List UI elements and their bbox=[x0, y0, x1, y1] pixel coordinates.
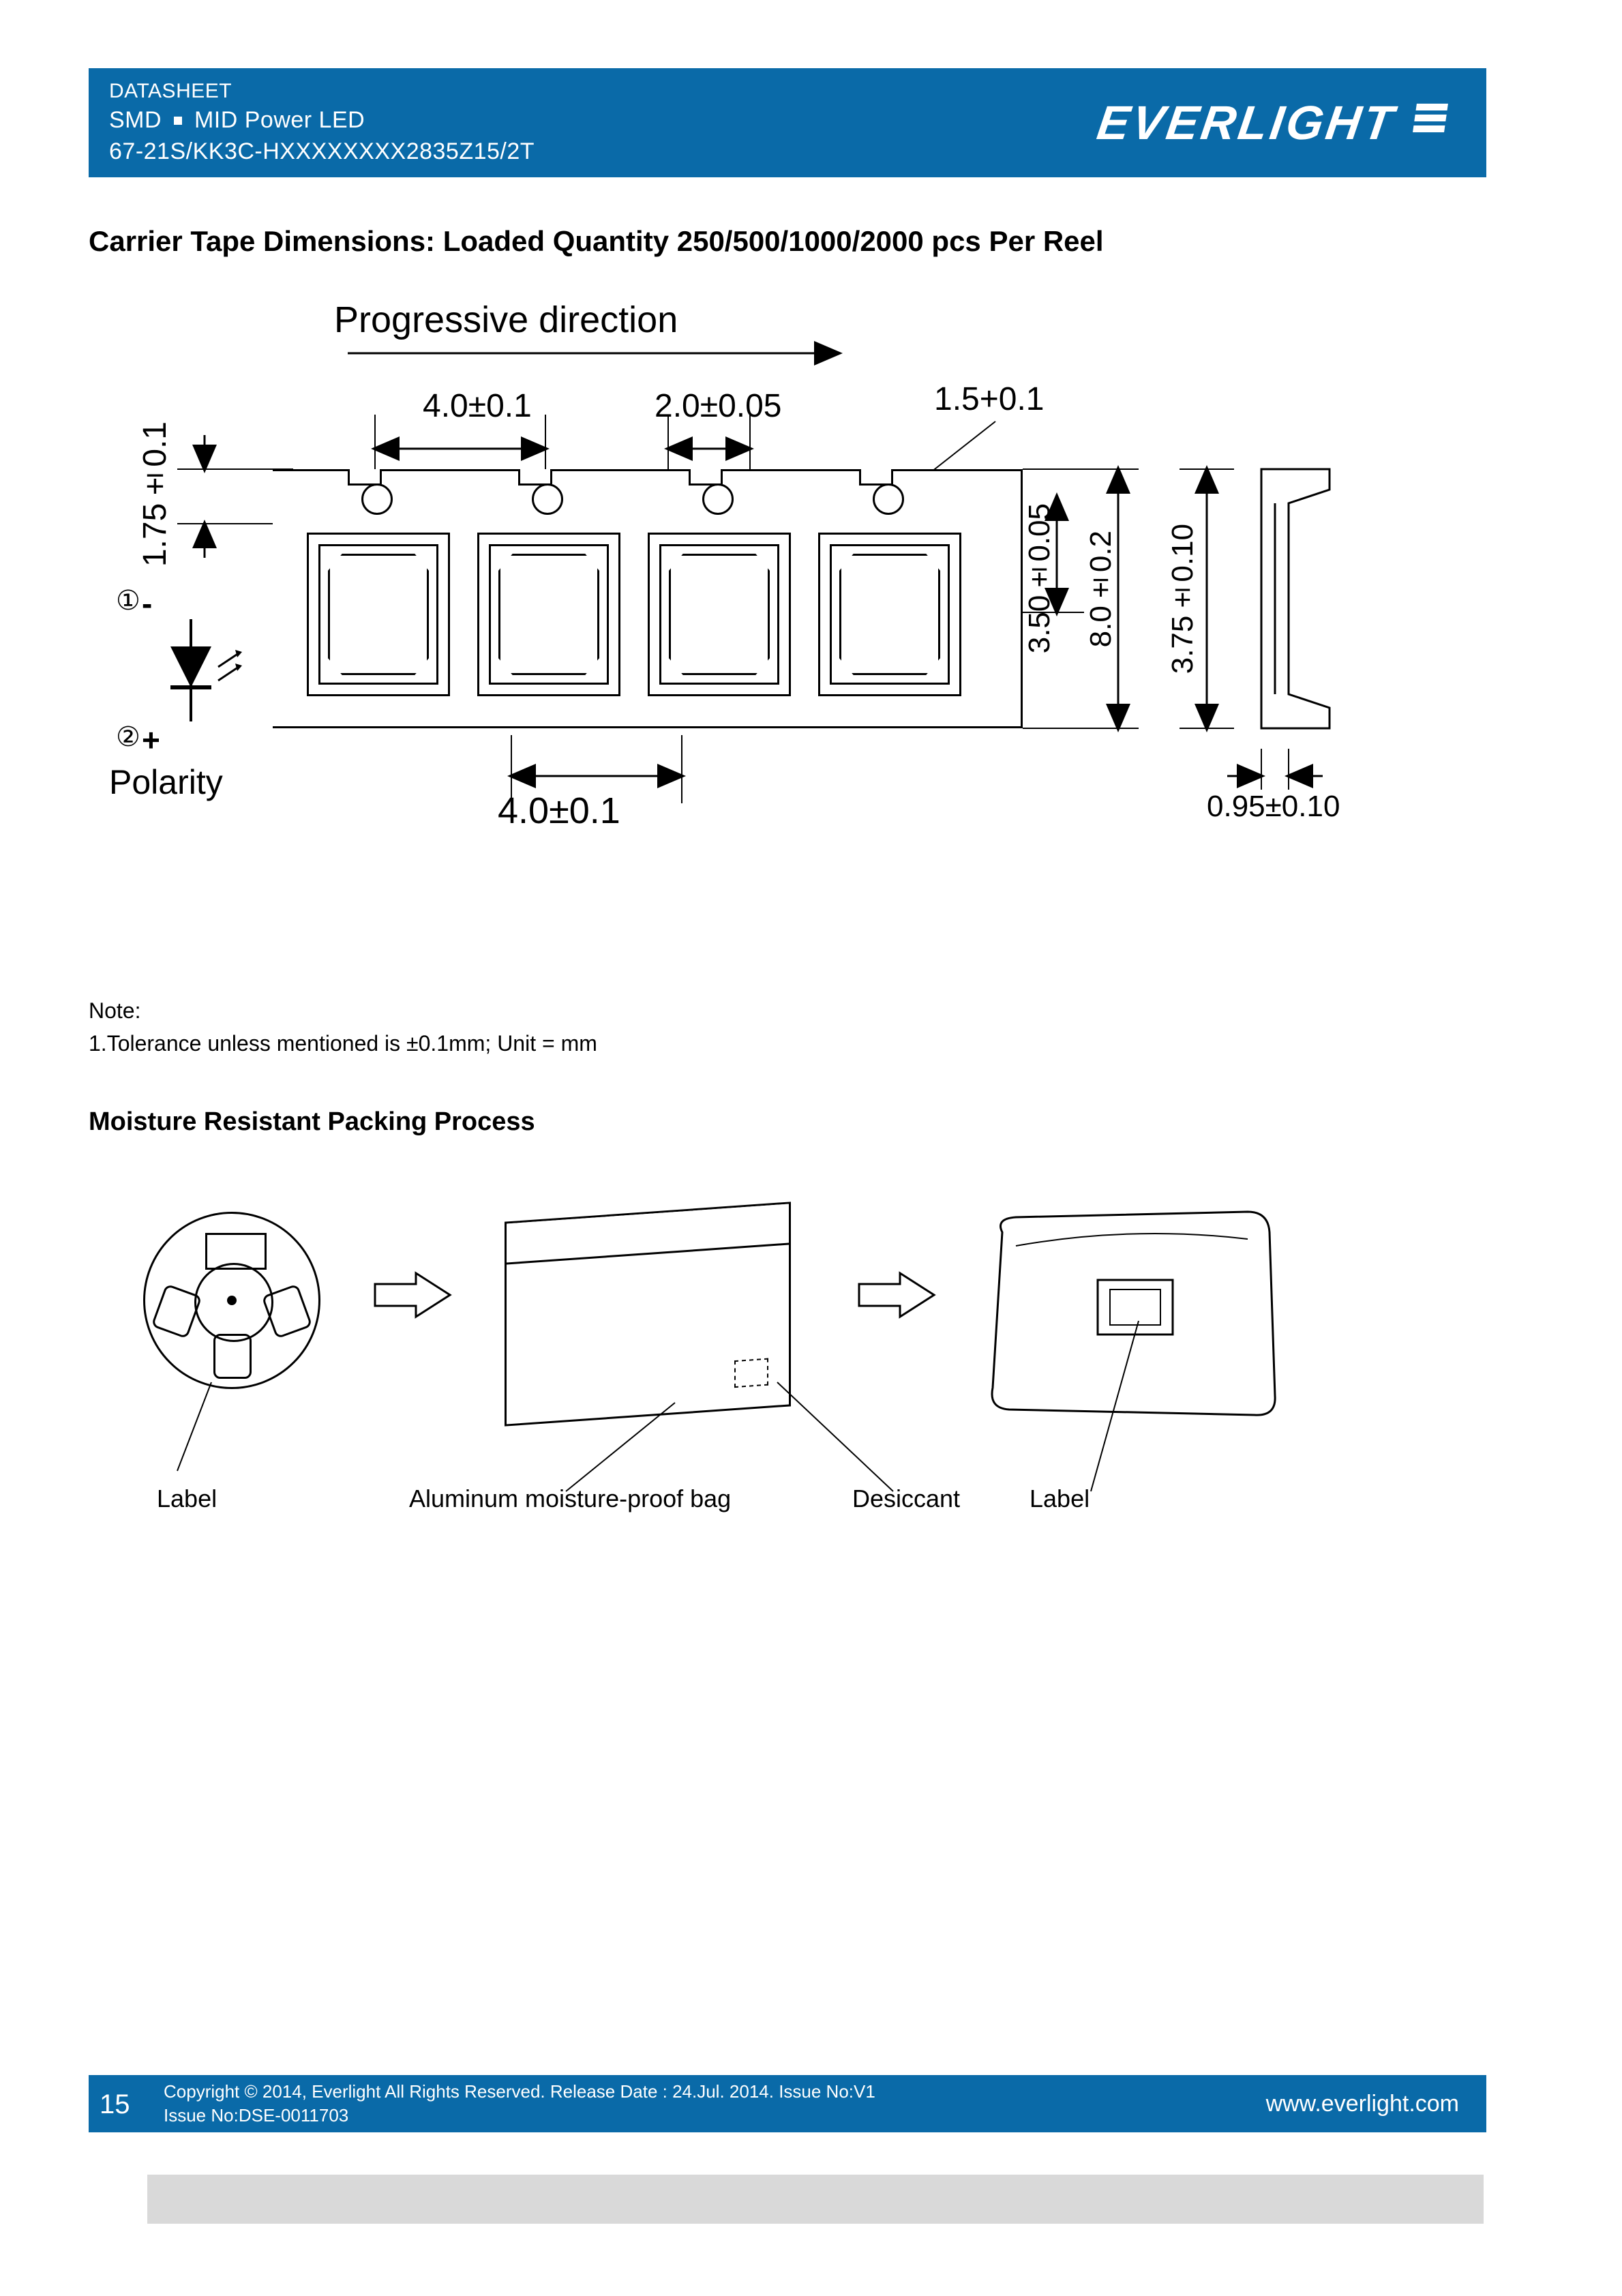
label-bag: Aluminum moisture-proof bag bbox=[409, 1485, 731, 1513]
dim-0.95: 0.95±0.10 bbox=[1207, 790, 1340, 824]
section1-title: Carrier Tape Dimensions: Loaded Quantity… bbox=[89, 225, 1533, 258]
dim-4.0-bottom: 4.0±0.1 bbox=[498, 790, 620, 832]
dim-4.0-top: 4.0±0.1 bbox=[423, 387, 532, 425]
dim-8.0: 8.0±0.2 bbox=[1084, 531, 1118, 647]
footer-url: www.everlight.com bbox=[1266, 2091, 1459, 2117]
note-line1: 1.Tolerance unless mentioned is ±0.1mm; … bbox=[89, 1027, 1533, 1060]
bag-icon bbox=[505, 1202, 791, 1426]
header-line2: SMD MID Power LED bbox=[109, 105, 535, 136]
polarity-label: Polarity bbox=[109, 762, 223, 802]
label-desiccant: Desiccant bbox=[852, 1485, 960, 1513]
page-number: 15 bbox=[100, 2089, 130, 2120]
dim-2.0: 2.0±0.05 bbox=[655, 387, 782, 425]
everlight-logo: EVERLIGHT bbox=[1094, 95, 1449, 150]
header-line3: 67-21S/KK3C-HXXXXXXXX2835Z15/2T bbox=[109, 136, 535, 168]
circled-2: ② bbox=[116, 721, 140, 753]
header-bar: DATASHEET SMD MID Power LED 67-21S/KK3C-… bbox=[89, 68, 1486, 177]
note-label: Note: bbox=[89, 994, 1533, 1027]
footer-shadow bbox=[147, 2175, 1484, 2224]
note-block: Note: 1.Tolerance unless mentioned is ±0… bbox=[89, 994, 1533, 1060]
carrier-tape-diagram: Progressive direction bbox=[89, 299, 1439, 912]
dim-1.5: 1.5+0.1 bbox=[934, 381, 1044, 418]
dim-3.75: 3.75±0.10 bbox=[1166, 524, 1200, 674]
dim-3.50: 3.50±0.05 bbox=[1023, 503, 1057, 653]
label-reel: Label bbox=[157, 1485, 217, 1513]
footer-copyright: Copyright © 2014, Everlight All Rights R… bbox=[164, 2080, 875, 2128]
footer-bar: 15 Copyright © 2014, Everlight All Right… bbox=[89, 2075, 1486, 2132]
dim-1.75: 1.75±0.1 bbox=[136, 421, 174, 567]
logo-stripes-icon bbox=[1411, 104, 1448, 142]
packing-diagram: Label Aluminum moisture-proof bag Desicc… bbox=[89, 1171, 1439, 1546]
header-text: DATASHEET SMD MID Power LED 67-21S/KK3C-… bbox=[109, 78, 535, 168]
datasheet-page: DATASHEET SMD MID Power LED 67-21S/KK3C-… bbox=[89, 68, 1533, 2228]
section2-title: Moisture Resistant Packing Process bbox=[89, 1107, 1533, 1137]
label-label2: Label bbox=[1030, 1485, 1090, 1513]
square-bullet-icon bbox=[174, 117, 182, 125]
header-line1: DATASHEET bbox=[109, 78, 535, 106]
tape-body bbox=[273, 469, 1023, 728]
circled-1: ① bbox=[116, 585, 140, 616]
